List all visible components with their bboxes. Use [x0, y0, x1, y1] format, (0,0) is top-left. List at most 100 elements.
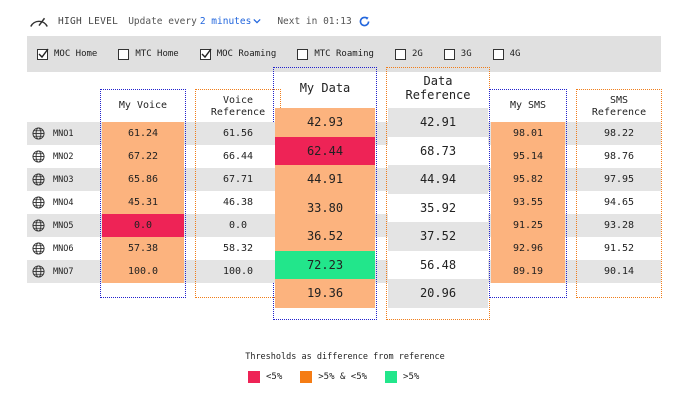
filter-bar: MOC Home MTC Home MOC Roaming MTC Roamin… — [27, 36, 661, 72]
my-sms-column — [489, 89, 567, 298]
data-ref-cell: 37.52 — [388, 222, 488, 251]
my-sms-header: My SMS — [509, 100, 547, 111]
voice-ref-cell: 46.38 — [197, 191, 279, 214]
voice-ref-cell: 0.0 — [197, 214, 279, 237]
header-bar: HIGH LEVEL Update every 2 minutes Next i… — [28, 10, 371, 32]
next-countdown: Next in 01:13 — [277, 15, 352, 27]
filter-label: MTC Home — [135, 49, 179, 59]
mno-row-label: MNO7 — [32, 260, 73, 283]
filter-mtc-home[interactable]: MTC Home — [118, 48, 179, 60]
my-voice-header: My Voice — [118, 100, 168, 111]
legend-title: Thresholds as difference from reference — [245, 352, 445, 362]
filter-moc-roaming[interactable]: MOC Roaming — [199, 48, 277, 60]
checkbox-unchecked[interactable] — [443, 48, 455, 60]
checkbox-unchecked[interactable] — [394, 48, 406, 60]
filter-3g[interactable]: 3G — [443, 48, 472, 60]
data-ref-cell: 20.96 — [388, 279, 488, 308]
interval-select[interactable]: 2 minutes — [199, 15, 252, 27]
checkbox-unchecked[interactable] — [492, 48, 504, 60]
my-data-cell: 62.44 — [275, 136, 375, 165]
voice-reference-header: Voice Reference — [210, 95, 266, 118]
globe-icon — [32, 242, 45, 255]
sms-ref-cell: 98.22 — [578, 122, 660, 145]
my-voice-cell: 100.0 — [102, 260, 184, 283]
sms-ref-cell: 98.76 — [578, 145, 660, 168]
globe-icon — [32, 265, 45, 278]
globe-icon — [32, 127, 45, 140]
filter-2g[interactable]: 2G — [394, 48, 423, 60]
data-reference-header: Data Reference — [405, 74, 471, 102]
my-sms-cell: 92.96 — [491, 237, 565, 260]
my-voice-cell: 45.31 — [102, 191, 184, 214]
my-voice-cell: 0.0 — [102, 214, 184, 237]
my-data-cell: 19.36 — [275, 279, 375, 308]
my-data-cell: 33.80 — [275, 193, 375, 222]
filter-label: 2G — [411, 49, 423, 59]
sms-reference-column — [576, 89, 662, 298]
my-sms-cell: 91.25 — [491, 214, 565, 237]
my-voice-cell: 57.38 — [102, 237, 184, 260]
data-ref-cell: 44.94 — [388, 165, 488, 194]
voice-ref-cell: 67.71 — [197, 168, 279, 191]
checkbox-checked[interactable] — [199, 48, 212, 60]
mno-row-label: MNO2 — [32, 145, 73, 168]
filter-label: 4G — [509, 49, 521, 59]
legend-item: >5% — [385, 371, 419, 383]
my-sms-cell: 93.55 — [491, 191, 565, 214]
globe-icon — [32, 150, 45, 163]
sms-ref-cell: 97.95 — [578, 168, 660, 191]
filter-label: 3G — [460, 49, 472, 59]
my-sms-cell: 95.14 — [491, 145, 565, 168]
filter-label: MOC Home — [54, 49, 98, 59]
legend-swatch — [385, 371, 398, 383]
chevron-down-icon[interactable] — [253, 17, 261, 25]
legend-item: >5% & <5% — [300, 371, 367, 383]
legend-swatch — [248, 371, 260, 383]
legend-swatch — [300, 371, 313, 383]
mno-row-label: MNO3 — [32, 168, 73, 191]
my-sms-cell: 89.19 — [491, 260, 565, 283]
mno-row-label: MNO5 — [32, 214, 73, 237]
my-voice-cell: 65.86 — [102, 168, 184, 191]
data-ref-cell: 68.73 — [388, 136, 488, 165]
voice-ref-cell: 58.32 — [197, 237, 279, 260]
voice-ref-cell: 100.0 — [197, 260, 279, 283]
my-voice-cell: 67.22 — [102, 145, 184, 168]
my-voice-cell: 61.24 — [102, 122, 184, 145]
my-data-cell: 72.23 — [275, 250, 375, 279]
mno-row-label: MNO6 — [32, 237, 73, 260]
voice-ref-cell: 66.44 — [197, 145, 279, 168]
sms-ref-cell: 94.65 — [578, 191, 660, 214]
update-label: Update every — [128, 15, 197, 27]
data-ref-cell: 35.92 — [388, 193, 488, 222]
my-sms-cell: 98.01 — [491, 122, 565, 145]
my-voice-column — [100, 89, 186, 298]
filter-4g[interactable]: 4G — [492, 48, 521, 60]
my-data-cell: 44.91 — [275, 165, 375, 194]
filter-label: MOC Roaming — [216, 49, 277, 59]
gauge-icon — [30, 17, 48, 27]
mno-row-label: MNO1 — [32, 122, 73, 145]
filter-mtc-roaming[interactable]: MTC Roaming — [297, 48, 374, 60]
filter-moc-home[interactable]: MOC Home — [37, 48, 98, 60]
sms-ref-cell: 91.52 — [578, 237, 660, 260]
mno-row-label: MNO4 — [32, 191, 73, 214]
filter-label: MTC Roaming — [314, 49, 374, 59]
checkbox-checked[interactable] — [37, 48, 49, 60]
data-ref-cell: 42.91 — [388, 108, 488, 137]
globe-icon — [32, 196, 45, 209]
refresh-icon[interactable] — [358, 15, 371, 28]
legend: <5% >5% & <5% >5% — [248, 371, 437, 383]
my-data-cell: 42.93 — [275, 108, 375, 137]
level-label: HIGH LEVEL — [58, 15, 119, 27]
globe-icon — [32, 173, 45, 186]
sms-reference-header: SMS Reference — [591, 95, 647, 118]
my-data-header: My Data — [299, 81, 351, 95]
checkbox-unchecked[interactable] — [118, 48, 130, 60]
sms-ref-cell: 90.14 — [578, 260, 660, 283]
my-sms-cell: 95.82 — [491, 168, 565, 191]
checkbox-unchecked[interactable] — [297, 48, 309, 60]
legend-item: <5% — [248, 371, 282, 383]
voice-ref-cell: 61.56 — [197, 122, 279, 145]
data-ref-cell: 56.48 — [388, 250, 488, 279]
